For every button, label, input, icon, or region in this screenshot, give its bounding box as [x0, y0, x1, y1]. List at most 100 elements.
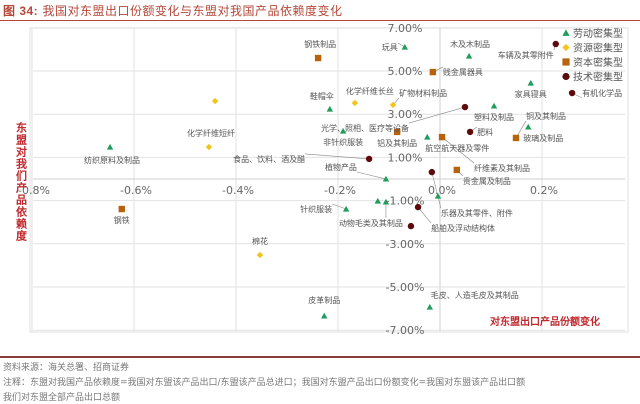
point-label: 贱金属器具: [443, 67, 483, 77]
point-label: 动物毛类及其制品: [339, 218, 403, 228]
leader-line: [305, 153, 370, 160]
figure-title: 图 34: 我国对东盟出口份额变化与东盟对我国产品依赖度变化: [3, 2, 343, 19]
y-tick-label: 3.00%: [388, 108, 423, 121]
point-label: 铝及其制品: [377, 138, 417, 148]
definition-note: 注释：东盟对我国产品依赖度=我国对东盟该产品出口/东盟该产品总进口；我国对东盟产…: [3, 378, 526, 388]
data-point-square: [512, 134, 520, 142]
y-axis-title: 东盟对我们产品依赖度: [15, 121, 28, 242]
point-label: 钢铁: [114, 215, 130, 225]
point-label: 食品、饮料、酒及醋: [233, 154, 305, 164]
point-label: 化学纤维长丝: [346, 86, 394, 96]
x-tick-label: 0.0%: [428, 184, 456, 197]
data-point-triangle: [434, 192, 442, 199]
figure-title-text: 我国对东盟出口份额变化与东盟对我国产品依赖度变化: [42, 4, 343, 18]
data-point-triangle: [426, 303, 433, 310]
leader-line: [408, 106, 466, 124]
point-label: 针织服装: [300, 204, 332, 214]
leader-line: [441, 136, 475, 164]
data-point-diamond: [256, 251, 264, 259]
point-label: 化学纤维短纤: [187, 128, 235, 138]
x-tick-label: -0.2%: [324, 184, 356, 197]
data-point-triangle: [374, 197, 381, 204]
x-tick-label: -0.6%: [120, 184, 152, 197]
legend-label: 劳动密集型: [573, 27, 623, 40]
data-point-triangle: [342, 205, 350, 212]
data-point-square: [314, 54, 322, 62]
source-note: 资料来源：海关总署、招商证券: [3, 363, 130, 373]
data-point-circle: [568, 89, 576, 97]
point-label: 贵金属及制品: [463, 176, 511, 186]
legend-label: 技术密集型: [573, 71, 623, 84]
data-point-square: [118, 205, 125, 213]
data-point-circle: [414, 203, 422, 211]
marker-layer: [106, 29, 576, 319]
point-label: 植物产品: [325, 162, 357, 172]
data-point-square: [429, 68, 437, 76]
point-label: 木及木制品: [450, 39, 490, 49]
y-tick-label: -1.00%: [386, 195, 425, 208]
data-point-square: [393, 128, 401, 136]
grid-layer: [29, 27, 629, 333]
data-point-triangle: [321, 312, 328, 319]
y-tick-label: -3.00%: [386, 238, 425, 251]
legend-marker-circle: [562, 72, 570, 81]
point-label: 塑料及制品: [474, 112, 514, 122]
point-label: 矿物材料制品: [399, 88, 447, 98]
data-point-triangle: [106, 143, 114, 150]
label-layer: -0.8% -0.6% -0.4% -0.2% 0.0% 0.2% 7.00% 5.00% 3.…: [15, 22, 624, 337]
legend-marker-square: [562, 58, 570, 66]
data-point-triangle: [424, 133, 431, 140]
data-point-triangle: [382, 198, 390, 205]
point-label: 车辆及其零附件: [498, 50, 554, 60]
y-tick-label: 1.00%: [388, 151, 423, 164]
data-point-triangle: [465, 52, 473, 59]
leader-line: [332, 203, 347, 210]
scatter-chart: -0.8% -0.6% -0.4% -0.2% 0.0% 0.2% 7.00% 5.00% 3.…: [15, 22, 629, 337]
data-point-circle: [552, 40, 559, 48]
point-label: 非针织服装: [323, 137, 363, 147]
data-point-triangle: [490, 102, 498, 109]
point-label: 有机化学品: [582, 88, 622, 98]
data-point-triangle: [382, 175, 390, 182]
leader-line: [431, 172, 442, 209]
plot-frame: [29, 27, 629, 333]
point-label: 玩具: [382, 43, 398, 52]
data-point-triangle: [401, 43, 409, 50]
point-label: 船舶及浮动结构体: [431, 223, 495, 233]
point-label: 铜及其制品: [526, 111, 566, 121]
x-axis-title: 对东盟出口产品份额变化: [490, 315, 600, 328]
point-label: 棉花: [252, 236, 268, 246]
data-point-triangle: [527, 79, 534, 86]
data-point-circle: [428, 168, 436, 176]
point-label: 家具寝具: [515, 89, 547, 99]
y-tick-label: -5.00%: [386, 281, 425, 294]
data-point-triangle: [326, 105, 334, 112]
leader-line: [417, 206, 432, 224]
legend-marker-triangle: [562, 29, 570, 36]
data-point-diamond: [351, 99, 359, 107]
leader-line: [356, 171, 387, 180]
point-label: 玻璃及制品: [523, 133, 563, 143]
title-divider: [0, 20, 640, 21]
y-tick-label: 7.00%: [388, 22, 423, 35]
data-point-triangle: [339, 127, 347, 134]
data-point-diamond: [211, 97, 219, 105]
data-point-diamond: [205, 143, 213, 151]
legend-label: 资本密集型: [573, 56, 623, 69]
point-label: 皮革制品: [308, 295, 340, 305]
data-point-diamond: [389, 101, 397, 109]
point-label: 光学、照相、医疗等设备: [321, 123, 409, 133]
point-label: 鞋帽伞: [310, 91, 334, 101]
legend-marker-diamond: [562, 43, 570, 52]
data-point-circle: [466, 128, 474, 136]
point-label: 钢铁制品: [304, 39, 336, 49]
data-point-circle: [365, 155, 373, 163]
point-label: 纤维素及其制品: [474, 163, 530, 173]
y-tick-label: -7.00%: [386, 324, 425, 337]
point-label: 毛皮、人造毛皮及其制品: [431, 290, 519, 300]
data-point-square: [453, 166, 461, 174]
footer-divider: [0, 356, 640, 358]
data-point-circle: [407, 222, 415, 230]
x-tick-label: -0.4%: [222, 184, 254, 197]
figure-number: 图 34:: [3, 4, 39, 18]
